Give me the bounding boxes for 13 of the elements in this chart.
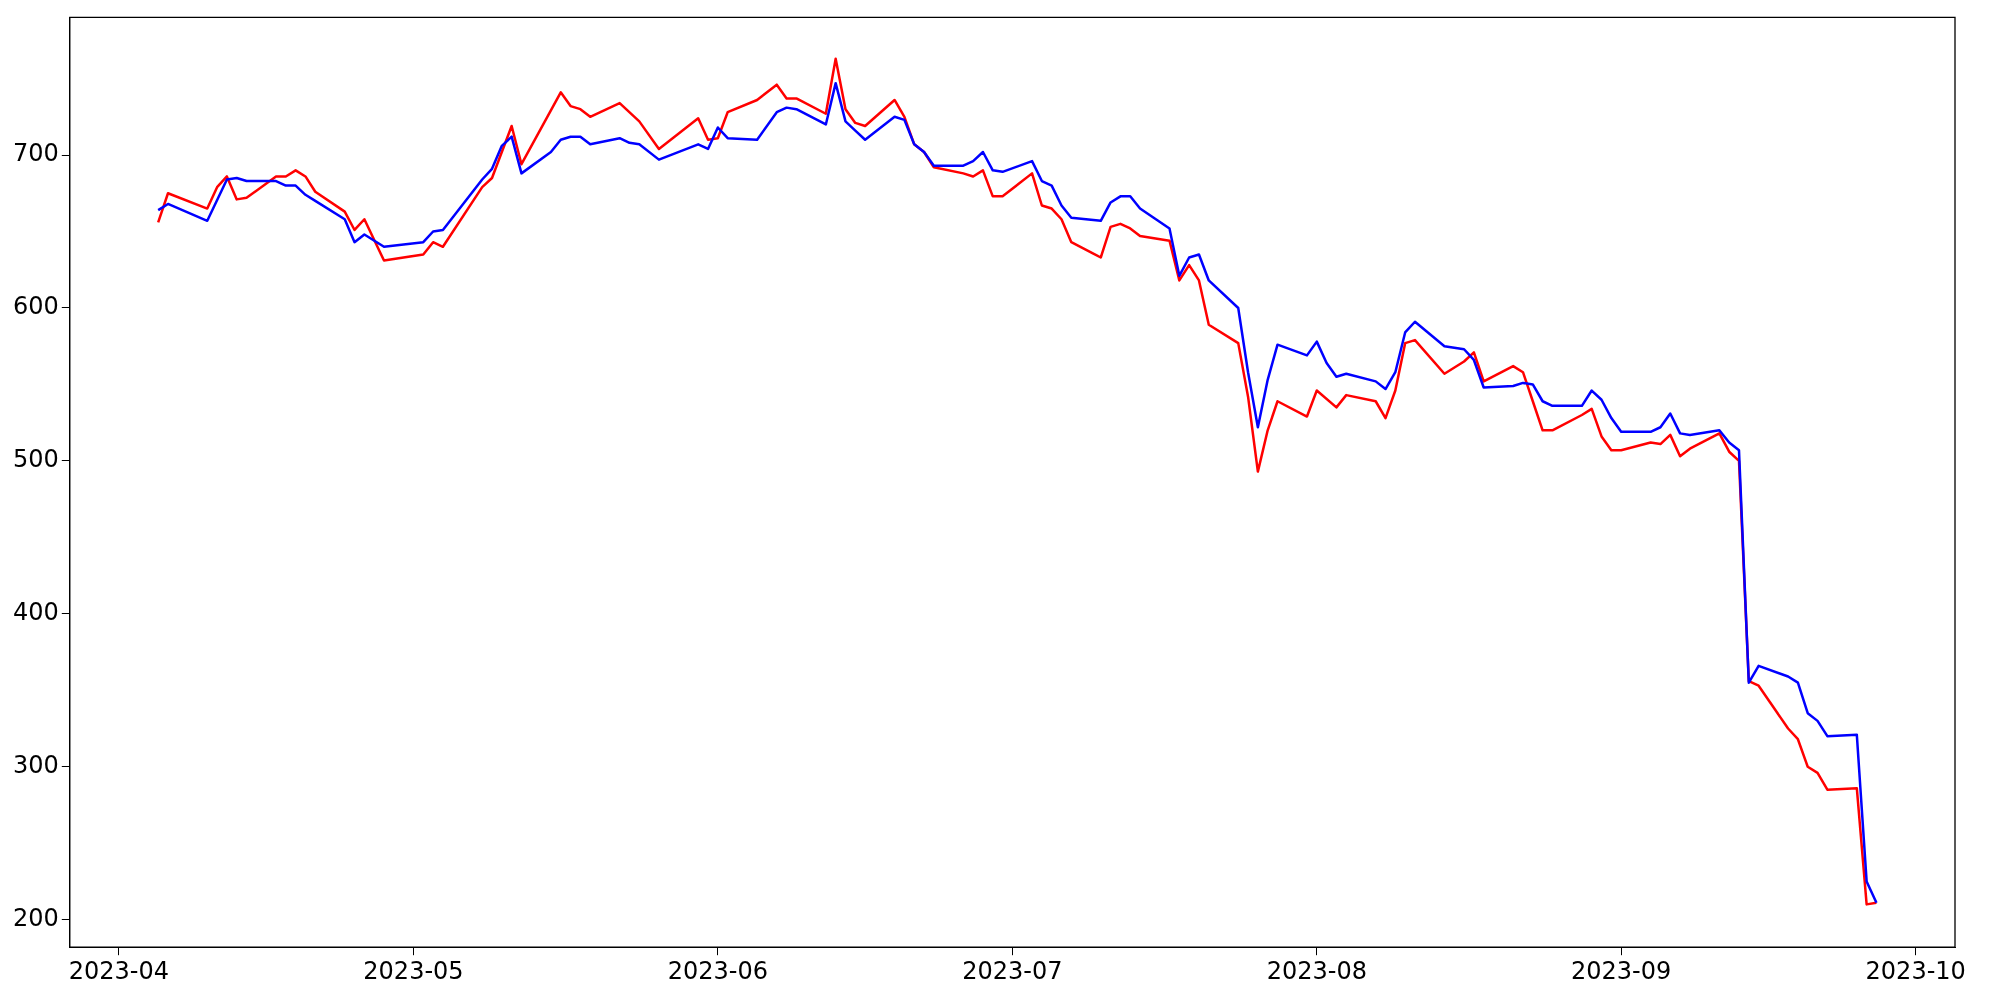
y-tick-label: 500	[13, 445, 59, 474]
x-tick-label: 2023-09	[1571, 956, 1672, 985]
x-tick-label: 2023-04	[68, 956, 170, 985]
x-tick-label: 2023-06	[667, 956, 768, 985]
y-tick-label: 600	[13, 292, 59, 321]
x-tick-label: 2023-05	[363, 956, 464, 985]
y-tick-label: 400	[13, 598, 59, 627]
y-tick-label: 200	[13, 903, 59, 932]
x-tick-label: 2023-07	[962, 956, 1063, 985]
y-tick-label: 300	[13, 750, 59, 779]
x-tick-label: 2023-10	[1865, 956, 1966, 985]
x-tick-label: 2023-08	[1266, 956, 1367, 985]
y-tick-label: 700	[13, 139, 59, 168]
